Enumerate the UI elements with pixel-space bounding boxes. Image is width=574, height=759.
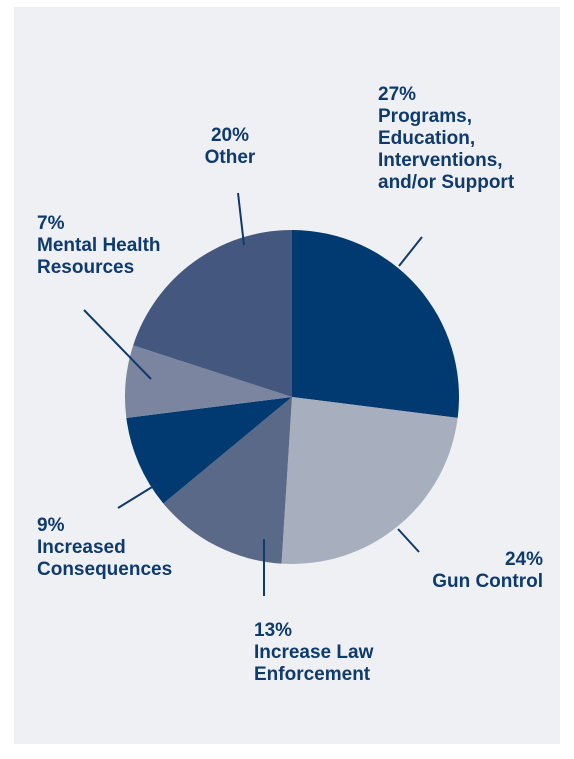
slice-label-line: Increase Law: [254, 642, 374, 663]
slice-label-programs-education-interventions-and-or-support: 27% Programs, Education, Interventions, and/…: [378, 84, 514, 194]
leader-line-other: [237, 192, 245, 246]
slice-label-line: Increased: [37, 537, 126, 558]
slice-label-line: and/or Support: [378, 172, 515, 193]
pie-slice-increase-law-enforcement: [163, 397, 292, 564]
pie-slice-increased-consequences: [126, 397, 293, 504]
slice-label-line: Mental Health: [37, 235, 161, 256]
slice-label-line: Resources: [37, 257, 135, 278]
pie-slice-gun-control: [281, 397, 458, 564]
leader-line-gun-control: [397, 528, 420, 553]
slice-percent: 13%: [254, 620, 293, 641]
leader-line-increased-consequences: [117, 483, 158, 509]
slice-label-increased-consequences: 9% Increased Consequences: [37, 515, 172, 581]
slice-label-line: Other: [204, 147, 256, 168]
slice-label-line: Consequences: [37, 559, 173, 580]
slice-label-gun-control: 24% Gun Control: [432, 549, 543, 593]
pie-slice-mental-health-resources: [125, 345, 292, 418]
slice-label-line: Interventions,: [378, 150, 503, 171]
slice-percent: 7%: [37, 213, 65, 234]
leader-line-mental-health-resources: [83, 309, 152, 380]
pie-slice-other: [133, 230, 292, 397]
slice-label-increase-law-enforcement: 13% Increase Law Enforcement: [254, 620, 373, 686]
slice-percent: 20%: [210, 125, 250, 146]
slice-label-line: Enforcement: [254, 664, 371, 685]
slice-percent: 9%: [37, 515, 65, 536]
slice-percent: 24%: [504, 549, 543, 570]
pie-slice-programs-education-interventions-and-or-support: [292, 230, 460, 418]
slice-label-other: 20% Other: [185, 125, 275, 169]
slice-label-line: Programs,: [378, 106, 472, 127]
slice-label-mental-health-resources: 7% Mental Health Resources: [37, 213, 161, 279]
slice-label-line: Education,: [378, 128, 476, 149]
leader-line-programs-education-interventions-and-or-support: [398, 236, 423, 267]
slice-label-line: Gun Control: [432, 571, 543, 592]
slice-percent: 27%: [378, 84, 417, 105]
